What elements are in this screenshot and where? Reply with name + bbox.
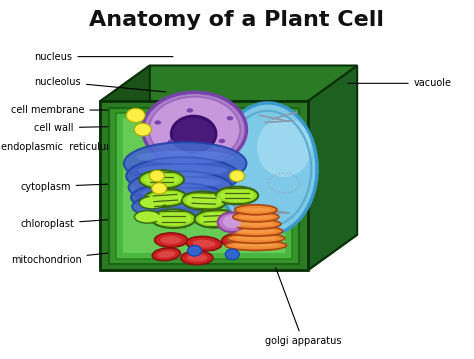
Ellipse shape xyxy=(257,118,311,177)
Ellipse shape xyxy=(155,120,161,125)
Ellipse shape xyxy=(225,249,239,260)
Ellipse shape xyxy=(231,219,281,229)
Ellipse shape xyxy=(229,170,245,182)
Ellipse shape xyxy=(155,212,191,225)
Ellipse shape xyxy=(137,165,228,176)
Ellipse shape xyxy=(234,236,277,240)
Ellipse shape xyxy=(168,140,174,144)
Ellipse shape xyxy=(126,157,239,195)
Ellipse shape xyxy=(186,194,222,208)
Ellipse shape xyxy=(195,210,237,228)
Ellipse shape xyxy=(144,189,187,207)
Ellipse shape xyxy=(223,215,242,228)
Text: nucleolus: nucleolus xyxy=(35,76,166,92)
Ellipse shape xyxy=(216,187,258,204)
Ellipse shape xyxy=(192,240,216,248)
Ellipse shape xyxy=(227,236,247,244)
Polygon shape xyxy=(100,65,150,270)
Ellipse shape xyxy=(155,233,188,247)
Ellipse shape xyxy=(219,139,225,143)
Ellipse shape xyxy=(152,183,167,194)
Ellipse shape xyxy=(124,142,246,185)
Polygon shape xyxy=(308,65,357,270)
Ellipse shape xyxy=(144,173,180,186)
Ellipse shape xyxy=(134,123,151,136)
Ellipse shape xyxy=(233,243,279,247)
Ellipse shape xyxy=(141,199,210,206)
Ellipse shape xyxy=(240,208,272,212)
Text: vacuole: vacuole xyxy=(348,78,452,88)
Ellipse shape xyxy=(186,237,222,251)
Ellipse shape xyxy=(128,171,232,203)
Ellipse shape xyxy=(139,196,165,209)
Ellipse shape xyxy=(136,151,234,163)
Ellipse shape xyxy=(187,108,193,112)
Ellipse shape xyxy=(160,236,182,244)
Ellipse shape xyxy=(236,229,276,233)
Text: Anatomy of a Plant Cell: Anatomy of a Plant Cell xyxy=(90,10,384,30)
Ellipse shape xyxy=(218,103,317,235)
Ellipse shape xyxy=(227,116,233,120)
Text: cytoplasm: cytoplasm xyxy=(20,182,133,192)
Text: nucleus: nucleus xyxy=(35,52,173,62)
Text: endoplasmic  reticulum: endoplasmic reticulum xyxy=(1,143,137,153)
Ellipse shape xyxy=(139,170,184,189)
Text: chloroplast: chloroplast xyxy=(20,217,145,229)
Ellipse shape xyxy=(149,170,164,182)
Polygon shape xyxy=(100,235,357,270)
Ellipse shape xyxy=(149,97,240,163)
Ellipse shape xyxy=(151,209,196,228)
Ellipse shape xyxy=(148,192,182,204)
Ellipse shape xyxy=(143,92,246,167)
Ellipse shape xyxy=(126,108,145,122)
Ellipse shape xyxy=(181,251,213,265)
Polygon shape xyxy=(100,101,308,270)
Ellipse shape xyxy=(188,246,201,256)
Ellipse shape xyxy=(238,215,273,219)
Ellipse shape xyxy=(152,248,180,261)
Ellipse shape xyxy=(187,254,207,262)
Ellipse shape xyxy=(218,213,245,232)
Ellipse shape xyxy=(220,189,254,202)
Ellipse shape xyxy=(131,183,225,211)
Ellipse shape xyxy=(132,194,219,219)
Polygon shape xyxy=(123,118,285,253)
Text: golgi apparatus: golgi apparatus xyxy=(264,267,341,346)
Ellipse shape xyxy=(225,241,286,250)
Ellipse shape xyxy=(171,116,216,152)
Ellipse shape xyxy=(139,178,222,187)
Ellipse shape xyxy=(222,233,252,247)
Ellipse shape xyxy=(227,233,284,243)
Ellipse shape xyxy=(182,192,227,210)
Ellipse shape xyxy=(135,211,160,223)
Ellipse shape xyxy=(229,226,283,236)
Ellipse shape xyxy=(237,222,274,226)
Ellipse shape xyxy=(233,212,279,222)
Ellipse shape xyxy=(157,251,175,258)
Ellipse shape xyxy=(235,205,277,215)
Polygon shape xyxy=(100,65,357,101)
Text: mitochondrion: mitochondrion xyxy=(11,249,145,265)
Polygon shape xyxy=(116,113,292,258)
Ellipse shape xyxy=(199,213,233,225)
Text: cell wall: cell wall xyxy=(35,123,133,133)
Polygon shape xyxy=(109,108,299,264)
Ellipse shape xyxy=(140,189,216,197)
Text: cell membrane: cell membrane xyxy=(11,105,128,115)
